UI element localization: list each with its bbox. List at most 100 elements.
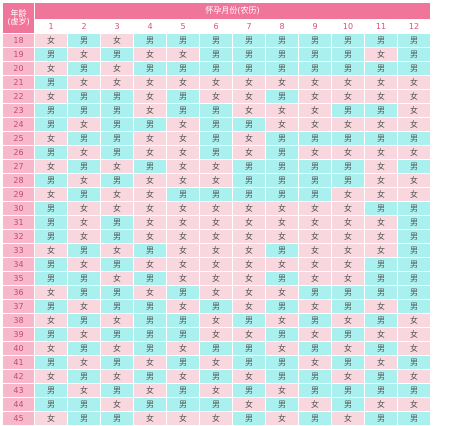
gender-cell: 男 <box>398 34 430 47</box>
gender-cell: 女 <box>332 76 364 89</box>
gender-cell: 男 <box>266 146 298 159</box>
gender-cell: 女 <box>101 202 133 215</box>
table-row: 36 女男男女男女女女男男男男 <box>3 286 430 299</box>
gender-cell: 男 <box>266 370 298 383</box>
age-cell: 23 <box>3 104 34 117</box>
gender-cell: 男 <box>101 90 133 103</box>
gender-cell: 女 <box>167 244 199 257</box>
gender-cell: 男 <box>101 174 133 187</box>
gender-prediction-table: 年龄 (虚岁) 怀孕月份(农历) 1 2 3 4 5 6 7 8 9 10 11 12 18 女男女男男… <box>2 2 431 426</box>
gender-cell: 男 <box>365 370 397 383</box>
gender-cell: 女 <box>398 118 430 131</box>
gender-cell: 女 <box>365 300 397 313</box>
table-row: 44 男男女男男男女男女男女女 <box>3 398 430 411</box>
gender-cell: 男 <box>68 132 100 145</box>
gender-cell: 男 <box>35 258 67 271</box>
gender-cell: 男 <box>365 286 397 299</box>
gender-cell: 女 <box>167 272 199 285</box>
table-row: 26 男女男女女男女男女女女女 <box>3 146 430 159</box>
gender-cell: 女 <box>233 104 265 117</box>
gender-cell: 男 <box>35 216 67 229</box>
gender-cell: 女 <box>134 412 166 425</box>
gender-cell: 男 <box>167 34 199 47</box>
age-cell: 41 <box>3 356 34 369</box>
gender-cell: 男 <box>134 328 166 341</box>
gender-cell: 男 <box>398 48 430 61</box>
table-row: 21 男女女女女女女女女女女女 <box>3 76 430 89</box>
gender-cell: 男 <box>35 384 67 397</box>
gender-cell: 女 <box>365 216 397 229</box>
gender-cell: 女 <box>365 244 397 257</box>
gender-cell: 女 <box>68 384 100 397</box>
gender-cell: 女 <box>101 188 133 201</box>
gender-cell: 女 <box>200 384 232 397</box>
month-header-cell: 9 <box>299 20 331 33</box>
gender-cell: 女 <box>101 160 133 173</box>
gender-cell: 女 <box>266 202 298 215</box>
gender-cell: 女 <box>398 104 430 117</box>
gender-cell: 女 <box>134 384 166 397</box>
gender-cell: 男 <box>332 104 364 117</box>
gender-cell: 男 <box>68 62 100 75</box>
gender-cell: 男 <box>101 230 133 243</box>
age-cell: 36 <box>3 286 34 299</box>
gender-cell: 女 <box>200 230 232 243</box>
table-row: 45 女男男女女女男女男女男男 <box>3 412 430 425</box>
gender-cell: 男 <box>266 188 298 201</box>
age-cell: 26 <box>3 146 34 159</box>
gender-cell: 男 <box>35 202 67 215</box>
gender-cell: 男 <box>299 370 331 383</box>
gender-cell: 男 <box>266 398 298 411</box>
gender-cell: 男 <box>68 342 100 355</box>
gender-cell: 女 <box>266 118 298 131</box>
gender-cell: 女 <box>200 202 232 215</box>
table-row: 42 女男女男女男女男男女男女 <box>3 370 430 383</box>
gender-cell: 男 <box>398 272 430 285</box>
gender-cell: 男 <box>101 48 133 61</box>
gender-cell: 男 <box>398 202 430 215</box>
gender-cell: 女 <box>266 216 298 229</box>
gender-cell: 女 <box>68 230 100 243</box>
gender-cell: 男 <box>200 146 232 159</box>
gender-cell: 女 <box>200 90 232 103</box>
gender-cell: 女 <box>266 342 298 355</box>
gender-cell: 男 <box>233 314 265 327</box>
gender-cell: 女 <box>365 356 397 369</box>
gender-cell: 女 <box>398 370 430 383</box>
month-header-cell: 10 <box>332 20 364 33</box>
gender-cell: 男 <box>35 398 67 411</box>
gender-cell: 女 <box>35 188 67 201</box>
gender-cell: 男 <box>200 48 232 61</box>
table-body: 18 女男女男男男男男男男男男 19 男女男女女男男男男男女男 20 女男女男男男男男男男… <box>3 34 430 425</box>
gender-cell: 男 <box>200 118 232 131</box>
gender-cell: 女 <box>68 258 100 271</box>
gender-cell: 女 <box>200 412 232 425</box>
gender-cell: 女 <box>68 174 100 187</box>
gender-cell: 女 <box>200 314 232 327</box>
month-header-cell: 8 <box>266 20 298 33</box>
gender-cell: 女 <box>332 230 364 243</box>
age-cell: 19 <box>3 48 34 61</box>
gender-cell: 女 <box>101 342 133 355</box>
gender-cell: 女 <box>398 188 430 201</box>
gender-cell: 女 <box>134 230 166 243</box>
table-row: 32 男女男女女女女女女女女男 <box>3 230 430 243</box>
gender-cell: 男 <box>200 370 232 383</box>
gender-cell: 女 <box>299 104 331 117</box>
gender-cell: 男 <box>233 342 265 355</box>
age-cell: 29 <box>3 188 34 201</box>
gender-cell: 女 <box>332 244 364 257</box>
gender-cell: 女 <box>200 244 232 257</box>
gender-cell: 女 <box>101 76 133 89</box>
age-cell: 31 <box>3 216 34 229</box>
gender-cell: 男 <box>332 384 364 397</box>
gender-cell: 男 <box>35 328 67 341</box>
gender-cell: 女 <box>365 76 397 89</box>
gender-cell: 女 <box>68 216 100 229</box>
gender-cell: 男 <box>134 62 166 75</box>
gender-cell: 男 <box>200 104 232 117</box>
gender-cell: 女 <box>200 328 232 341</box>
gender-cell: 男 <box>299 48 331 61</box>
month-header-cell: 1 <box>35 20 67 33</box>
gender-cell: 女 <box>365 48 397 61</box>
